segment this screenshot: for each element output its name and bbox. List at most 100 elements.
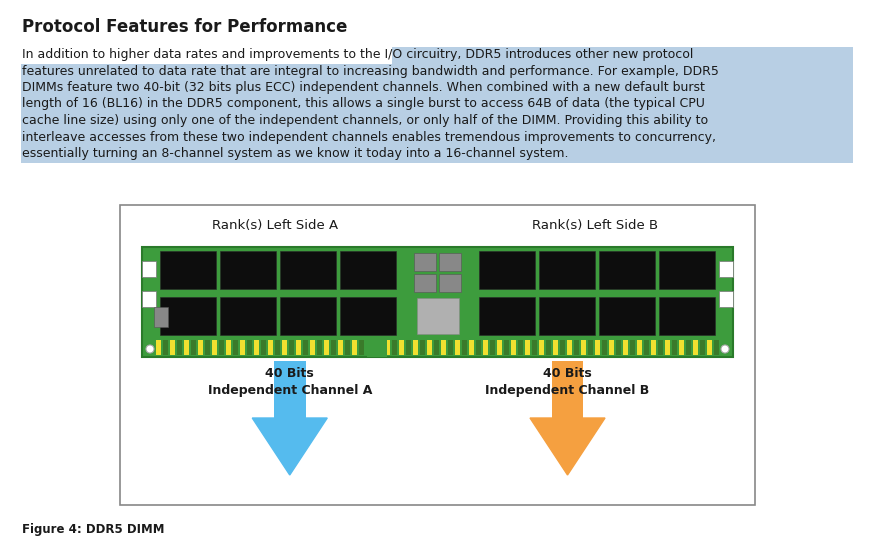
Bar: [427, 340, 432, 355]
Text: DIMMs feature two 40-bit (32 bits plus ECC) independent channels. When combined : DIMMs feature two 40-bit (32 bits plus E…: [22, 81, 705, 94]
Bar: [220, 251, 276, 289]
Bar: [296, 340, 301, 355]
Bar: [441, 340, 446, 355]
Bar: [340, 251, 396, 289]
Bar: [479, 297, 535, 335]
Bar: [546, 340, 551, 355]
Bar: [434, 340, 439, 355]
Bar: [359, 340, 364, 355]
Bar: [539, 340, 544, 355]
Polygon shape: [252, 418, 327, 475]
Bar: [414, 253, 436, 271]
Bar: [525, 340, 530, 355]
Bar: [539, 297, 595, 335]
Bar: [588, 340, 593, 355]
Bar: [205, 340, 210, 355]
Bar: [665, 340, 670, 355]
Bar: [602, 340, 607, 355]
Bar: [553, 340, 558, 355]
Bar: [21, 64, 853, 80]
Bar: [448, 340, 453, 355]
Bar: [693, 340, 698, 355]
Text: interleave accesses from these two independent channels enables tremendous impro: interleave accesses from these two indep…: [22, 131, 716, 144]
Bar: [268, 340, 273, 355]
Text: features unrelated to data rate that are integral to increasing bandwidth and pe: features unrelated to data rate that are…: [22, 65, 719, 77]
Bar: [324, 340, 329, 355]
Bar: [282, 340, 287, 355]
Bar: [679, 340, 684, 355]
Bar: [539, 251, 595, 289]
Bar: [142, 261, 156, 277]
Bar: [658, 340, 663, 355]
Bar: [160, 251, 216, 289]
Bar: [399, 340, 404, 355]
Bar: [392, 340, 397, 355]
Polygon shape: [530, 418, 605, 475]
Bar: [21, 96, 853, 113]
Bar: [254, 340, 259, 355]
Bar: [644, 340, 649, 355]
Bar: [233, 340, 238, 355]
Bar: [142, 291, 156, 307]
Bar: [198, 340, 203, 355]
Bar: [21, 80, 853, 96]
Bar: [247, 340, 252, 355]
Bar: [659, 251, 715, 289]
Bar: [163, 340, 168, 355]
Bar: [310, 340, 315, 355]
Bar: [303, 340, 308, 355]
Bar: [581, 340, 586, 355]
Bar: [275, 340, 280, 355]
Bar: [156, 340, 161, 355]
Text: cache line size) using only one of the independent channels, or only half of the: cache line size) using only one of the i…: [22, 114, 708, 127]
Bar: [160, 297, 216, 335]
Bar: [274, 361, 305, 418]
Bar: [406, 340, 411, 355]
Bar: [595, 340, 600, 355]
Bar: [651, 340, 656, 355]
Bar: [352, 340, 357, 355]
Text: length of 16 (BL16) in the DDR5 component, this allows a single burst to access : length of 16 (BL16) in the DDR5 componen…: [22, 97, 705, 110]
Bar: [21, 146, 853, 163]
Bar: [462, 340, 467, 355]
Bar: [331, 340, 336, 355]
Bar: [385, 340, 390, 355]
Bar: [289, 340, 294, 355]
Bar: [280, 251, 336, 289]
Bar: [469, 340, 474, 355]
Bar: [479, 251, 535, 289]
Circle shape: [146, 345, 154, 353]
Circle shape: [721, 345, 729, 353]
Bar: [280, 297, 336, 335]
Bar: [455, 340, 460, 355]
Bar: [413, 340, 418, 355]
Bar: [439, 274, 461, 292]
Bar: [707, 340, 712, 355]
Text: Rank(s) Left Side A: Rank(s) Left Side A: [212, 219, 338, 232]
Bar: [220, 297, 276, 335]
Bar: [226, 340, 231, 355]
Bar: [345, 340, 350, 355]
Bar: [630, 340, 635, 355]
Bar: [567, 340, 572, 355]
Bar: [154, 307, 168, 327]
Text: Protocol Features for Performance: Protocol Features for Performance: [22, 18, 347, 36]
Bar: [686, 340, 691, 355]
Bar: [142, 247, 733, 357]
Bar: [392, 47, 853, 64]
Bar: [504, 340, 509, 355]
Text: 40 Bits
Independent Channel B: 40 Bits Independent Channel B: [486, 367, 649, 397]
Bar: [616, 340, 621, 355]
Bar: [637, 340, 642, 355]
Bar: [483, 340, 488, 355]
Bar: [599, 297, 655, 335]
Bar: [420, 340, 425, 355]
Bar: [518, 340, 523, 355]
Bar: [340, 297, 396, 335]
Bar: [367, 338, 387, 357]
Text: essentially turning an 8-channel system as we know it today into a 16-channel sy: essentially turning an 8-channel system …: [22, 147, 569, 160]
Bar: [659, 297, 715, 335]
Bar: [170, 340, 175, 355]
Bar: [511, 340, 516, 355]
Bar: [574, 340, 579, 355]
